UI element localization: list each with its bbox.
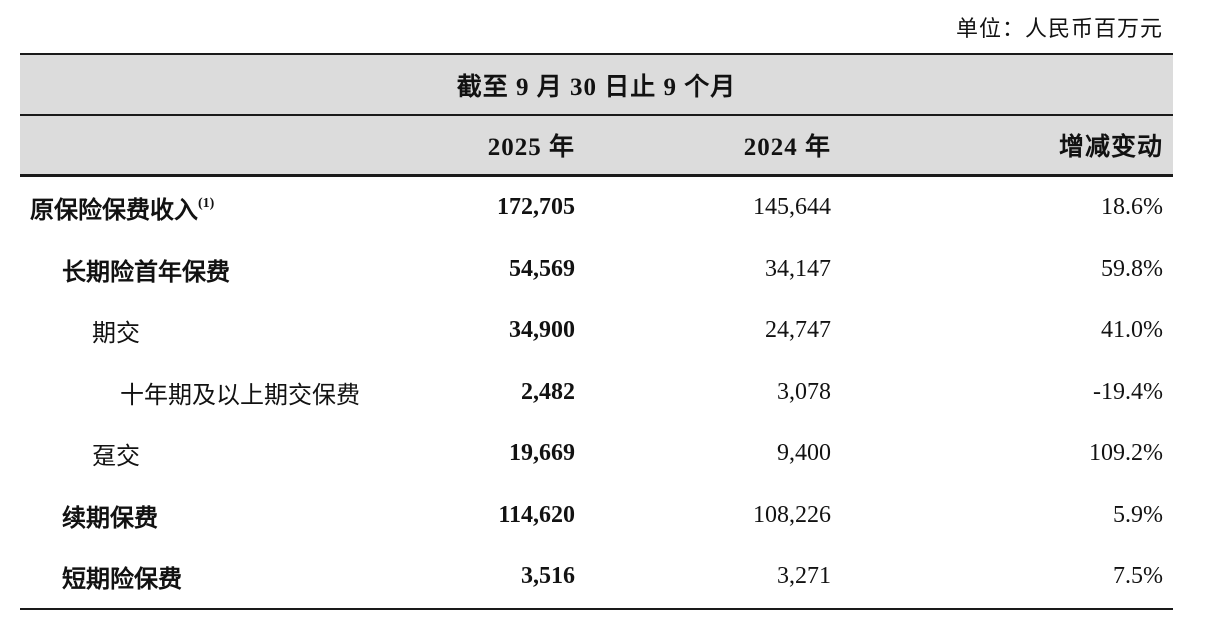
footnote-marker: (1) (198, 196, 215, 212)
value-2025: 3,516 (521, 563, 575, 590)
row-label-text: 长期险首年保费 (62, 259, 230, 286)
row-label: 十年期及以上期交保费 (20, 375, 360, 410)
table-row-short-term-premium: 短期险保费 3,516 3,271 7.5% (20, 546, 1173, 608)
table-row-single-premium: 趸交 19,669 9,400 109.2% (20, 423, 1173, 485)
value-2025: 2,482 (521, 378, 575, 405)
table-row-ten-year-plus-regular: 十年期及以上期交保费 2,482 3,078 -19.4% (20, 361, 1173, 423)
value-change: 5.9% (1113, 501, 1163, 528)
table-period-header-row: 截至 9 月 30 日止 9 个月 (20, 55, 1173, 116)
row-label-text: 期交 (92, 321, 140, 348)
value-2025: 54,569 (509, 255, 575, 282)
row-label: 期交 (20, 313, 360, 348)
row-label-text: 趸交 (92, 444, 140, 471)
value-change: 41.0% (1101, 317, 1163, 344)
value-2024: 9,400 (777, 440, 831, 467)
value-2025: 114,620 (498, 501, 575, 528)
value-2024: 34,147 (765, 255, 831, 282)
row-label-text: 续期保费 (62, 505, 158, 532)
value-2024: 145,644 (753, 194, 831, 221)
value-2025: 34,900 (509, 317, 575, 344)
value-change: 7.5% (1113, 563, 1163, 590)
row-label: 续期保费 (20, 498, 360, 533)
column-header-change: 增减变动 (1058, 134, 1163, 161)
value-2025: 172,705 (497, 194, 575, 221)
value-2024: 3,078 (777, 378, 831, 405)
row-label: 短期险保费 (20, 559, 360, 594)
value-2024: 24,747 (765, 317, 831, 344)
row-label: 长期险首年保费 (20, 252, 360, 287)
value-change: -19.4% (1093, 378, 1163, 405)
value-2025: 19,669 (509, 440, 575, 467)
value-change: 18.6% (1101, 194, 1163, 221)
value-change: 109.2% (1089, 440, 1163, 467)
table-row-long-term-first-year: 长期险首年保费 54,569 34,147 59.8% (20, 238, 1173, 300)
value-2024: 3,271 (777, 563, 831, 590)
table-row-regular-premium: 期交 34,900 24,747 41.0% (20, 300, 1173, 362)
value-change: 59.8% (1101, 255, 1163, 282)
table-column-header-row: 2025 年 2024 年 增减变动 (20, 116, 1173, 177)
value-2024: 108,226 (753, 501, 831, 528)
row-label: 原保险保费收入(1) (20, 190, 360, 225)
period-header-label: 截至 9 月 30 日止 9 个月 (456, 73, 737, 101)
unit-label: 单位：人民币百万元 (955, 16, 1163, 41)
table-row-renewal-premium: 续期保费 114,620 108,226 5.9% (20, 484, 1173, 546)
table-body: 原保险保费收入(1) 172,705 145,644 18.6% 长期险首年保费… (20, 177, 1173, 608)
row-label-text: 十年期及以上期交保费 (120, 382, 360, 409)
table-row-gross-premium: 原保险保费收入(1) 172,705 145,644 18.6% (20, 177, 1173, 239)
row-label-text: 短期险保费 (62, 567, 182, 594)
row-label: 趸交 (20, 436, 360, 471)
column-header-2025: 2025 年 (487, 134, 575, 161)
column-header-2024: 2024 年 (743, 134, 831, 161)
row-label-text: 原保险保费收入 (30, 198, 198, 225)
premium-income-table: 截至 9 月 30 日止 9 个月 2025 年 2024 年 增减变动 原保险… (20, 53, 1173, 610)
